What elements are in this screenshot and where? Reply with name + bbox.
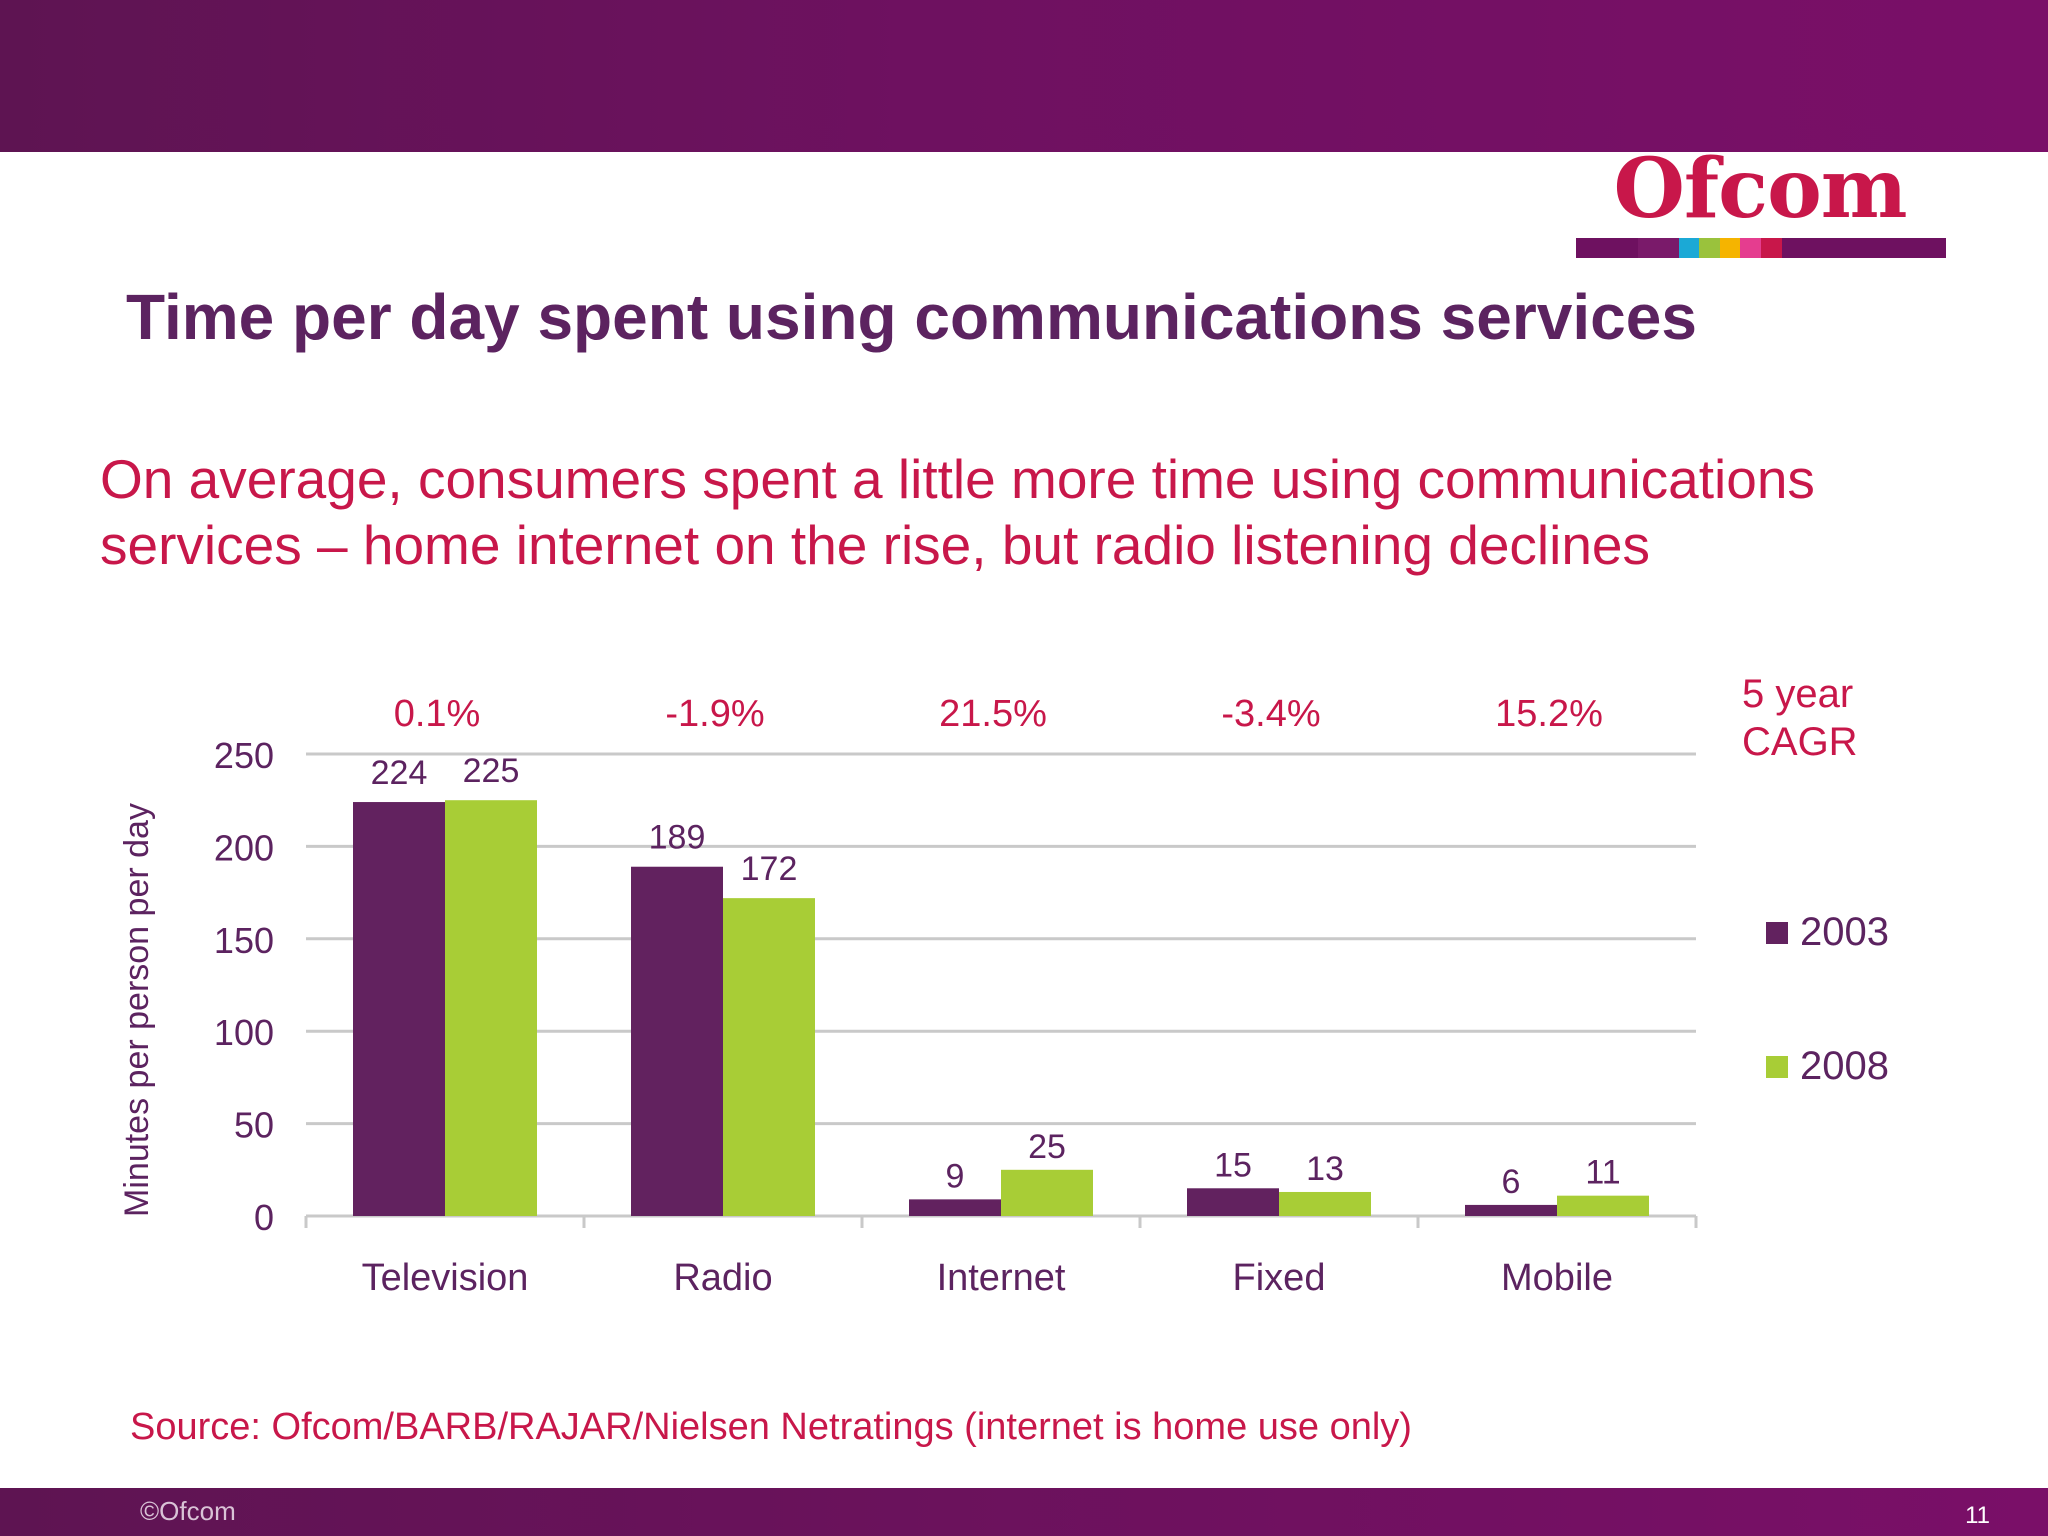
cagr-title-line-2: CAGR xyxy=(1742,720,1858,764)
y-tick-label: 50 xyxy=(234,1105,274,1146)
copyright-text: ©Ofcom xyxy=(140,1496,236,1526)
bar-2008-television xyxy=(445,800,537,1216)
x-category-label: Internet xyxy=(937,1257,1066,1299)
bar-chart: 0 50 100 150 200 250 Minutes per person per da… xyxy=(118,693,1698,1299)
legend-label-2008: 2008 xyxy=(1800,1044,1889,1088)
bar-2003-radio xyxy=(631,866,723,1216)
legend-swatch-2008 xyxy=(1766,1055,1788,1078)
data-label: 13 xyxy=(1306,1150,1344,1188)
logo-strip-segment xyxy=(1637,238,1679,258)
page-number: 11 xyxy=(1965,1502,1990,1529)
cagr-value-label: -3.4% xyxy=(1221,693,1320,735)
cagr-title: 5 year CAGR xyxy=(1742,670,1858,766)
y-tick-label: 200 xyxy=(214,827,274,868)
y-axis-title: Minutes per person per day xyxy=(118,803,156,1217)
cagr-title-line-1: 5 year xyxy=(1742,672,1854,716)
data-label: 9 xyxy=(946,1157,965,1195)
bar-2008-internet xyxy=(1001,1169,1093,1216)
data-label: 172 xyxy=(741,850,798,888)
logo-strip-segment xyxy=(1699,238,1720,258)
data-label: 15 xyxy=(1214,1146,1252,1184)
data-label: 189 xyxy=(649,819,706,857)
bar-2008-mobile xyxy=(1557,1195,1649,1216)
cagr-value-label: 0.1% xyxy=(394,693,481,735)
data-label: 25 xyxy=(1028,1128,1066,1166)
x-category-label: Mobile xyxy=(1501,1257,1613,1299)
logo-strip-segment xyxy=(1678,238,1700,258)
legend-item-2003: 2003 xyxy=(1766,910,1889,955)
x-category-label: Television xyxy=(362,1257,529,1299)
data-label: 11 xyxy=(1585,1154,1620,1192)
logo-color-strip xyxy=(1576,238,1947,258)
data-label: 6 xyxy=(1502,1163,1521,1201)
y-tick-label: 250 xyxy=(214,735,274,776)
logo-strip-segment xyxy=(1719,238,1741,258)
ofcom-logo: Ofcom xyxy=(1570,148,1950,264)
data-label: 225 xyxy=(463,752,520,790)
source-note: Source: Ofcom/BARB/RAJAR/Nielsen Netrati… xyxy=(130,1406,1412,1448)
bar-2008-fixed xyxy=(1279,1191,1371,1216)
slide-title: Time per day spent using communications … xyxy=(126,281,1697,353)
bar-2003-television xyxy=(353,802,445,1216)
subtitle-line-2: services – home internet on the rise, bu… xyxy=(100,514,1651,576)
bar-2003-internet xyxy=(909,1199,1001,1216)
bar-2003-mobile xyxy=(1465,1204,1557,1216)
top-banner xyxy=(0,0,2048,152)
logo-strip-segment xyxy=(1781,238,1823,258)
logo-wordmark: Ofcom xyxy=(1613,141,1907,237)
y-tick-label: 0 xyxy=(254,1197,274,1238)
cagr-value-label: 21.5% xyxy=(939,693,1047,735)
logo-strip-segment xyxy=(1576,238,1638,258)
legend-swatch-2003 xyxy=(1766,921,1788,944)
logo-strip-segment xyxy=(1740,238,1762,258)
y-tick-label: 100 xyxy=(214,1012,274,1053)
cagr-value-label: -1.9% xyxy=(665,693,764,735)
x-category-label: Fixed xyxy=(1233,1257,1326,1299)
data-label: 224 xyxy=(371,754,428,792)
bar-2008-radio xyxy=(723,898,815,1216)
logo-strip-segment xyxy=(1761,238,1782,258)
bar-2003-fixed xyxy=(1187,1188,1279,1216)
slide-subtitle: On average, consumers spent a little mor… xyxy=(100,446,1920,578)
cagr-value-label: 15.2% xyxy=(1495,693,1603,735)
bottom-banner: ©Ofcom 11 xyxy=(0,1488,2048,1536)
y-tick-label: 150 xyxy=(214,920,274,961)
legend-item-2008: 2008 xyxy=(1766,1044,1889,1089)
x-category-label: Radio xyxy=(673,1257,772,1299)
legend-label-2003: 2003 xyxy=(1800,910,1889,954)
logo-strip-segment xyxy=(1822,238,1947,258)
subtitle-line-1: On average, consumers spent a little mor… xyxy=(100,448,1815,510)
